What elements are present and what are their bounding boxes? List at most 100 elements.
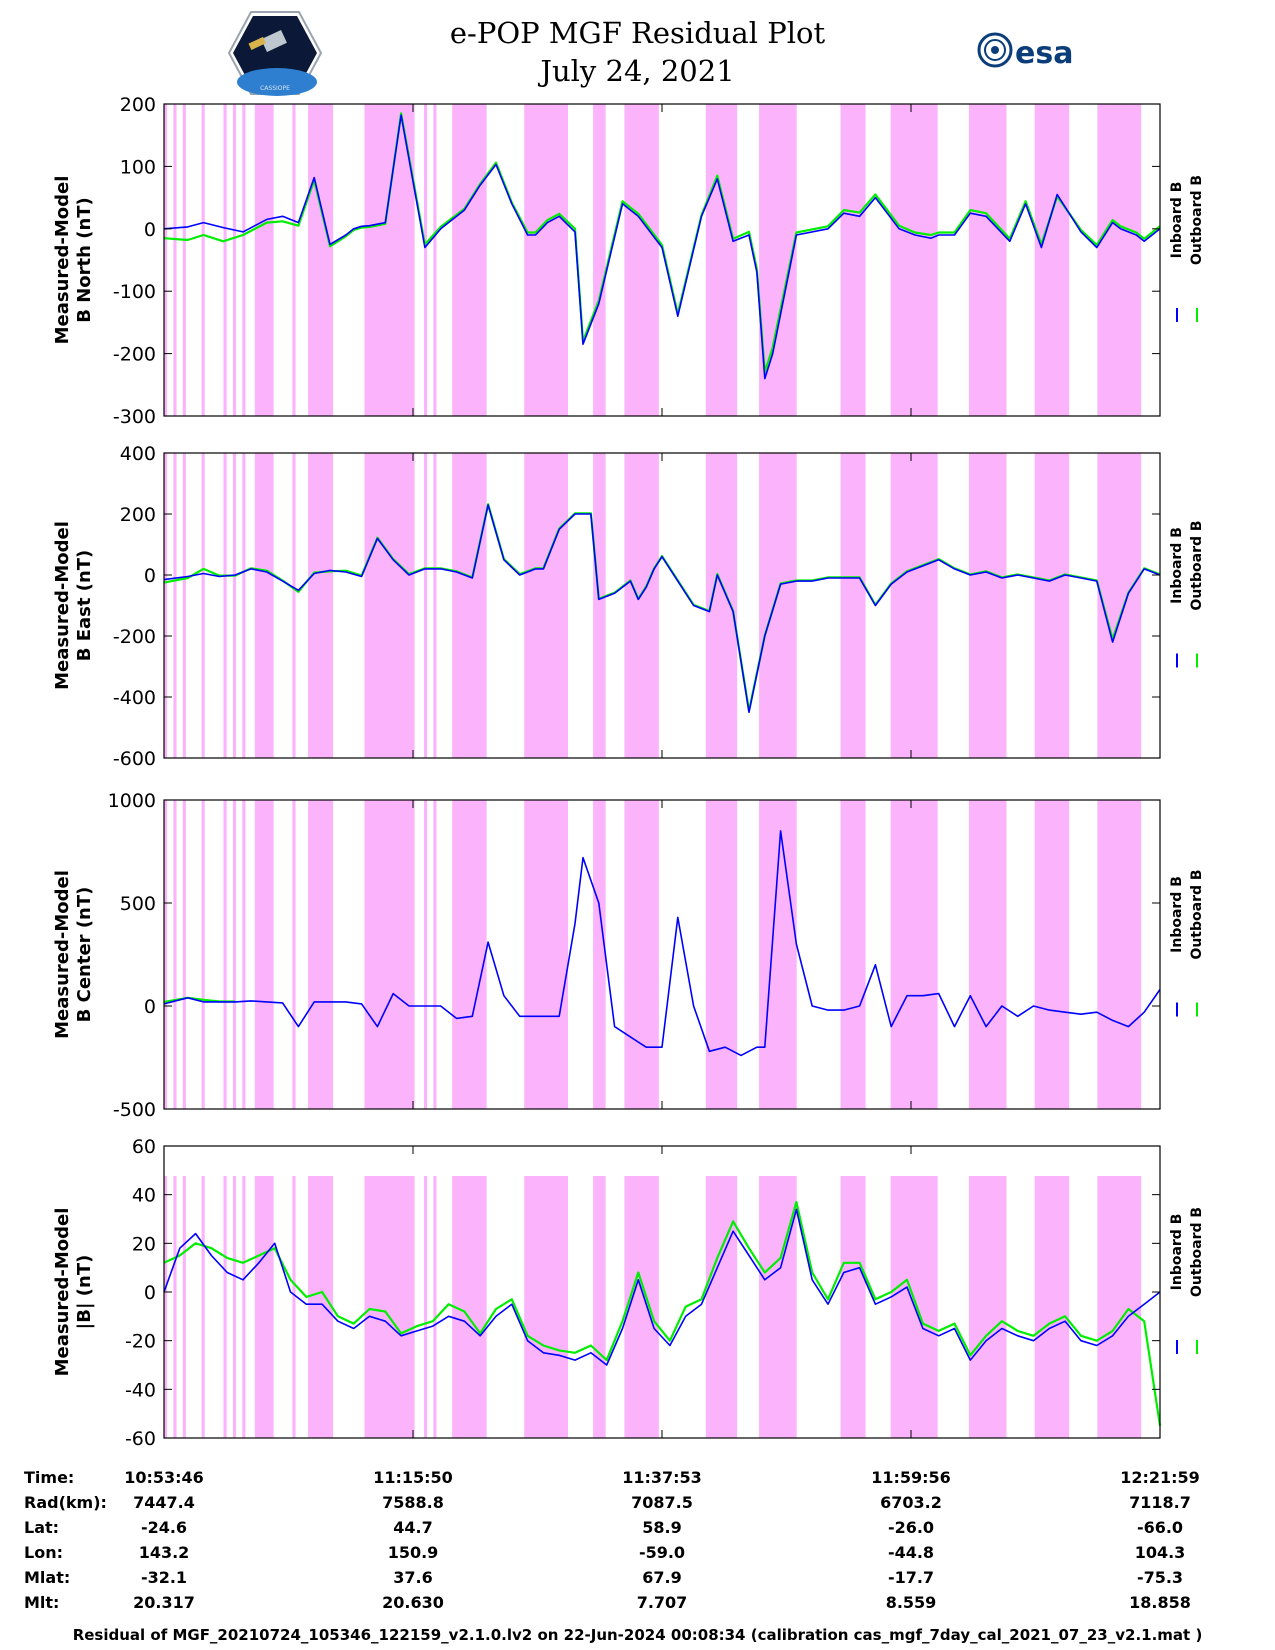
shaded-interval-2-3 bbox=[201, 800, 205, 1109]
shaded-interval-1-1 bbox=[173, 453, 177, 758]
shaded-interval-3-1 bbox=[173, 1176, 177, 1438]
shaded-interval-3-22 bbox=[1034, 1176, 1070, 1438]
shaded-interval-2-9 bbox=[308, 800, 334, 1109]
cell-lat-1: 44.7 bbox=[393, 1518, 433, 1537]
shaded-interval-1-10 bbox=[364, 453, 415, 758]
shaded-interval-2-4 bbox=[223, 800, 227, 1109]
y-tick-label-2-3: -500 bbox=[113, 1099, 156, 1121]
shaded-interval-2-6 bbox=[242, 800, 246, 1109]
cell-lon-0: 143.2 bbox=[138, 1543, 190, 1562]
cell-rad-1: 7588.8 bbox=[382, 1493, 444, 1512]
shaded-interval-2-19 bbox=[840, 800, 866, 1109]
shaded-interval-1-22 bbox=[1034, 453, 1070, 758]
shaded-interval-1-19 bbox=[840, 453, 866, 758]
shaded-interval-2-5 bbox=[232, 800, 237, 1109]
y-tick-label-0-5: -300 bbox=[113, 406, 156, 428]
shaded-interval-2-15 bbox=[593, 800, 606, 1109]
shaded-interval-2-11 bbox=[423, 800, 428, 1109]
shaded-interval-1-20 bbox=[890, 453, 938, 758]
shaded-interval-2-7 bbox=[254, 800, 274, 1109]
shaded-interval-3-3 bbox=[201, 1176, 205, 1438]
row-label-time: Time: bbox=[24, 1468, 75, 1487]
shaded-interval-0-10 bbox=[364, 104, 415, 416]
shaded-interval-3-7 bbox=[254, 1176, 274, 1438]
shaded-interval-0-5 bbox=[232, 104, 237, 416]
shaded-interval-3-5 bbox=[232, 1176, 237, 1438]
cell-time-3: 11:59:56 bbox=[871, 1468, 951, 1487]
cell-lon-1: 150.9 bbox=[387, 1543, 439, 1562]
cell-time-0: 10:53:46 bbox=[124, 1468, 204, 1487]
shaded-interval-1-21 bbox=[968, 453, 1007, 758]
footer-caption: Residual of MGF_20210724_105346_122159_v… bbox=[72, 1626, 1203, 1644]
cell-mlt-2: 7.707 bbox=[636, 1593, 688, 1612]
shaded-interval-1-11 bbox=[423, 453, 428, 758]
cell-mlat-1: 37.6 bbox=[393, 1568, 433, 1587]
shaded-interval-0-9 bbox=[308, 104, 334, 416]
shaded-interval-1-18 bbox=[759, 453, 797, 758]
shaded-interval-2-21 bbox=[968, 800, 1007, 1109]
y-tick-label-0-1: 100 bbox=[120, 156, 156, 178]
series-inboard-b-3 bbox=[163, 1208, 1161, 1366]
y-tick-label-0-2: 0 bbox=[144, 219, 156, 241]
logo-text: CASSIOPE bbox=[260, 85, 290, 92]
cell-rad-4: 7118.7 bbox=[1129, 1493, 1191, 1512]
title-line-1: e-POP MGF Residual Plot bbox=[449, 16, 826, 50]
shaded-interval-1-15 bbox=[593, 453, 606, 758]
series-outboard-b-3 bbox=[163, 1200, 1162, 1426]
shaded-interval-0-13 bbox=[452, 104, 487, 416]
cell-mlt-3: 8.559 bbox=[885, 1593, 937, 1612]
shaded-interval-1-16 bbox=[624, 453, 659, 758]
y-tick-label-2-1: 500 bbox=[120, 893, 156, 915]
shaded-interval-0-7 bbox=[254, 104, 274, 416]
shaded-interval-3-6 bbox=[242, 1176, 246, 1438]
shaded-interval-1-8 bbox=[292, 453, 296, 758]
shaded-interval-0-12 bbox=[433, 104, 437, 416]
y-tick-label-1-3: -200 bbox=[113, 626, 156, 648]
y-axis-label-0: Measured-ModelB North (nT) bbox=[52, 176, 95, 345]
shaded-interval-2-18 bbox=[759, 800, 797, 1109]
y-tick-label-1-1: 200 bbox=[120, 504, 156, 526]
shaded-interval-0-22 bbox=[1034, 104, 1070, 416]
shaded-interval-0-3 bbox=[201, 104, 205, 416]
cell-time-4: 12:21:59 bbox=[1120, 1468, 1200, 1487]
y-tick-label-3-6: -60 bbox=[125, 1428, 156, 1450]
y-tick-label-0-4: -200 bbox=[113, 344, 156, 366]
shaded-interval-2-2 bbox=[182, 800, 186, 1109]
legend-inboard-2: Inboard B bbox=[1169, 876, 1185, 953]
y-tick-label-3-4: -20 bbox=[125, 1331, 156, 1353]
cell-lat-2: 58.9 bbox=[642, 1518, 682, 1537]
shaded-interval-3-12 bbox=[433, 1176, 437, 1438]
shaded-interval-2-22 bbox=[1034, 800, 1070, 1109]
shaded-interval-3-18 bbox=[759, 1176, 797, 1438]
shaded-interval-2-20 bbox=[890, 800, 938, 1109]
shaded-interval-0-16 bbox=[624, 104, 659, 416]
shaded-interval-3-15 bbox=[593, 1176, 606, 1438]
cell-lon-3: -44.8 bbox=[887, 1543, 935, 1562]
y-tick-label-3-5: -40 bbox=[125, 1379, 156, 1401]
row-label-rad: Rad(km): bbox=[24, 1493, 107, 1512]
y-tick-label-3-1: 40 bbox=[132, 1185, 156, 1207]
row-label-lat: Lat: bbox=[24, 1518, 60, 1537]
cell-mlt-4: 18.858 bbox=[1129, 1593, 1191, 1612]
y-tick-label-2-2: 0 bbox=[144, 996, 156, 1018]
series-inboard-b-0 bbox=[163, 114, 1161, 380]
shaded-interval-2-13 bbox=[452, 800, 487, 1109]
shaded-interval-2-23 bbox=[1097, 800, 1142, 1109]
shaded-interval-0-11 bbox=[423, 104, 428, 416]
legend-outboard-1: Outboard B bbox=[1189, 520, 1205, 610]
shaded-interval-3-19 bbox=[840, 1176, 866, 1438]
cell-lon-2: -59.0 bbox=[638, 1543, 686, 1562]
shaded-interval-0-8 bbox=[292, 104, 296, 416]
esa-logo: esa bbox=[977, 32, 1073, 71]
y-tick-label-1-4: -400 bbox=[113, 687, 156, 709]
cell-mlt-1: 20.630 bbox=[382, 1593, 444, 1612]
cell-time-1: 11:15:50 bbox=[373, 1468, 453, 1487]
shaded-interval-1-0 bbox=[164, 453, 168, 758]
shaded-interval-1-12 bbox=[433, 453, 437, 758]
cell-lon-4: 104.3 bbox=[1134, 1543, 1186, 1562]
cell-lat-3: -26.0 bbox=[887, 1518, 935, 1537]
cell-rad-3: 6703.2 bbox=[880, 1493, 942, 1512]
cell-mlt-0: 20.317 bbox=[133, 1593, 195, 1612]
shaded-interval-3-2 bbox=[182, 1176, 186, 1438]
